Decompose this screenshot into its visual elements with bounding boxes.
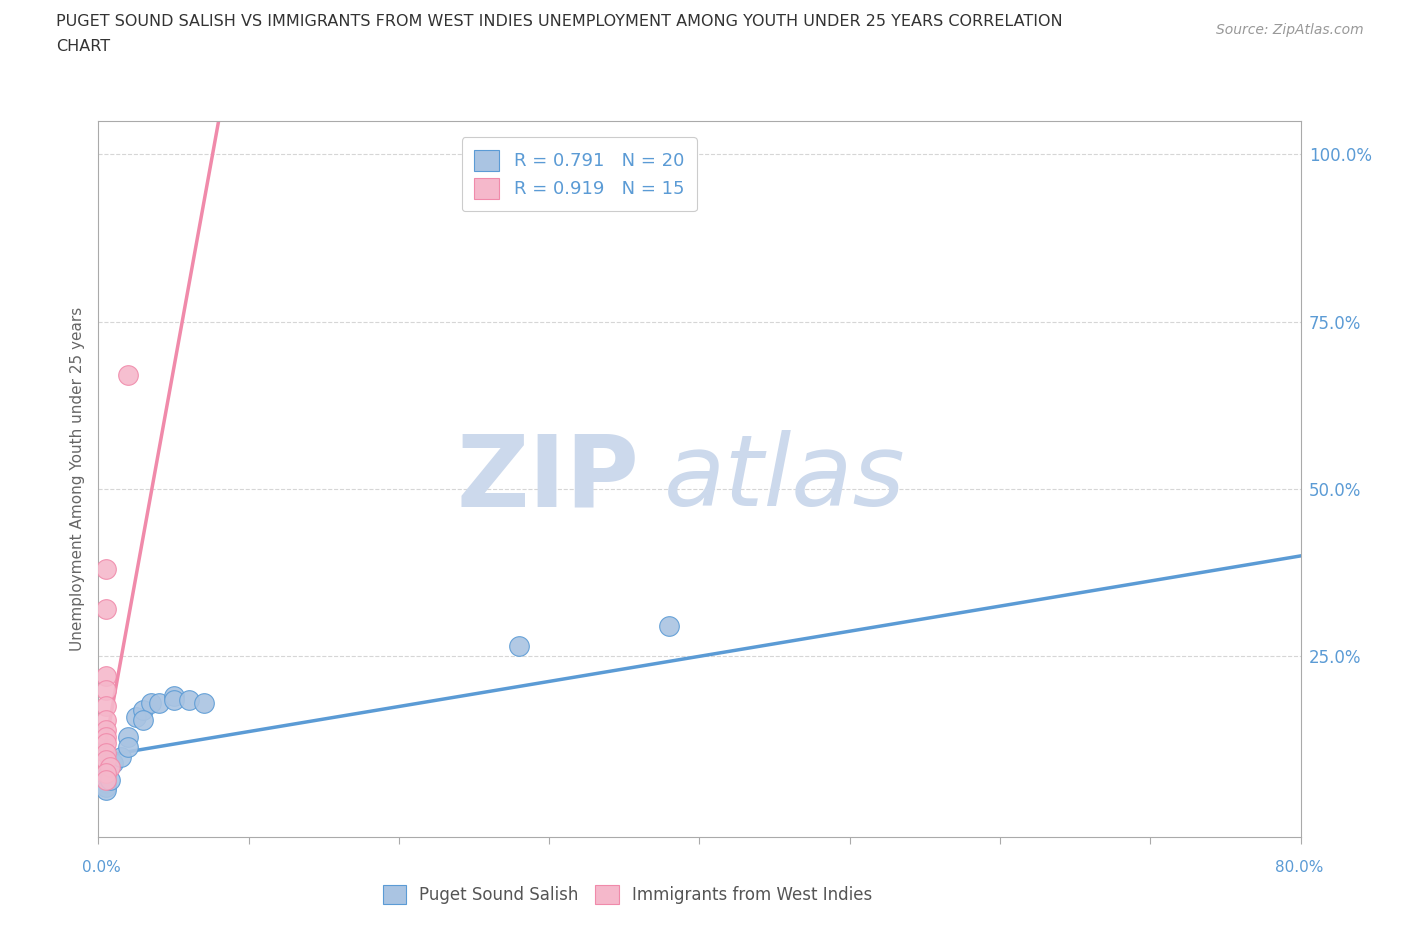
Point	[117, 729, 139, 744]
Point	[94, 683, 117, 698]
Point	[94, 736, 117, 751]
Text: PUGET SOUND SALISH VS IMMIGRANTS FROM WEST INDIES UNEMPLOYMENT AMONG YOUTH UNDER: PUGET SOUND SALISH VS IMMIGRANTS FROM WE…	[56, 14, 1063, 29]
Point	[658, 618, 681, 633]
Point	[94, 783, 117, 798]
Text: 80.0%: 80.0%	[1275, 860, 1323, 875]
Point	[94, 669, 117, 684]
Point	[94, 776, 117, 790]
Point	[148, 696, 170, 711]
Point	[117, 367, 139, 382]
Point	[177, 692, 200, 707]
Point	[125, 709, 148, 724]
Point	[94, 712, 117, 727]
Point	[94, 723, 117, 737]
Point	[94, 752, 117, 767]
Point	[100, 773, 122, 788]
Point	[132, 712, 155, 727]
Text: CHART: CHART	[56, 39, 110, 54]
Point	[100, 759, 122, 774]
Legend: Puget Sound Salish, Immigrants from West Indies: Puget Sound Salish, Immigrants from West…	[375, 879, 879, 911]
Point	[94, 773, 117, 788]
Point	[94, 602, 117, 617]
Point	[103, 756, 125, 771]
Point	[110, 750, 132, 764]
Point	[508, 639, 530, 654]
Point	[94, 729, 117, 744]
Point	[94, 562, 117, 577]
Point	[94, 769, 117, 784]
Point	[193, 696, 215, 711]
Point	[162, 689, 184, 704]
Text: ZIP: ZIP	[457, 431, 640, 527]
Point	[94, 746, 117, 761]
Text: atlas: atlas	[664, 431, 905, 527]
Point	[94, 699, 117, 714]
Point	[94, 766, 117, 781]
Point	[94, 779, 117, 794]
Point	[117, 739, 139, 754]
Text: Source: ZipAtlas.com: Source: ZipAtlas.com	[1216, 23, 1364, 37]
Point	[132, 702, 155, 717]
Point	[162, 692, 184, 707]
Text: 0.0%: 0.0%	[82, 860, 121, 875]
Y-axis label: Unemployment Among Youth under 25 years: Unemployment Among Youth under 25 years	[69, 307, 84, 651]
Point	[139, 696, 162, 711]
